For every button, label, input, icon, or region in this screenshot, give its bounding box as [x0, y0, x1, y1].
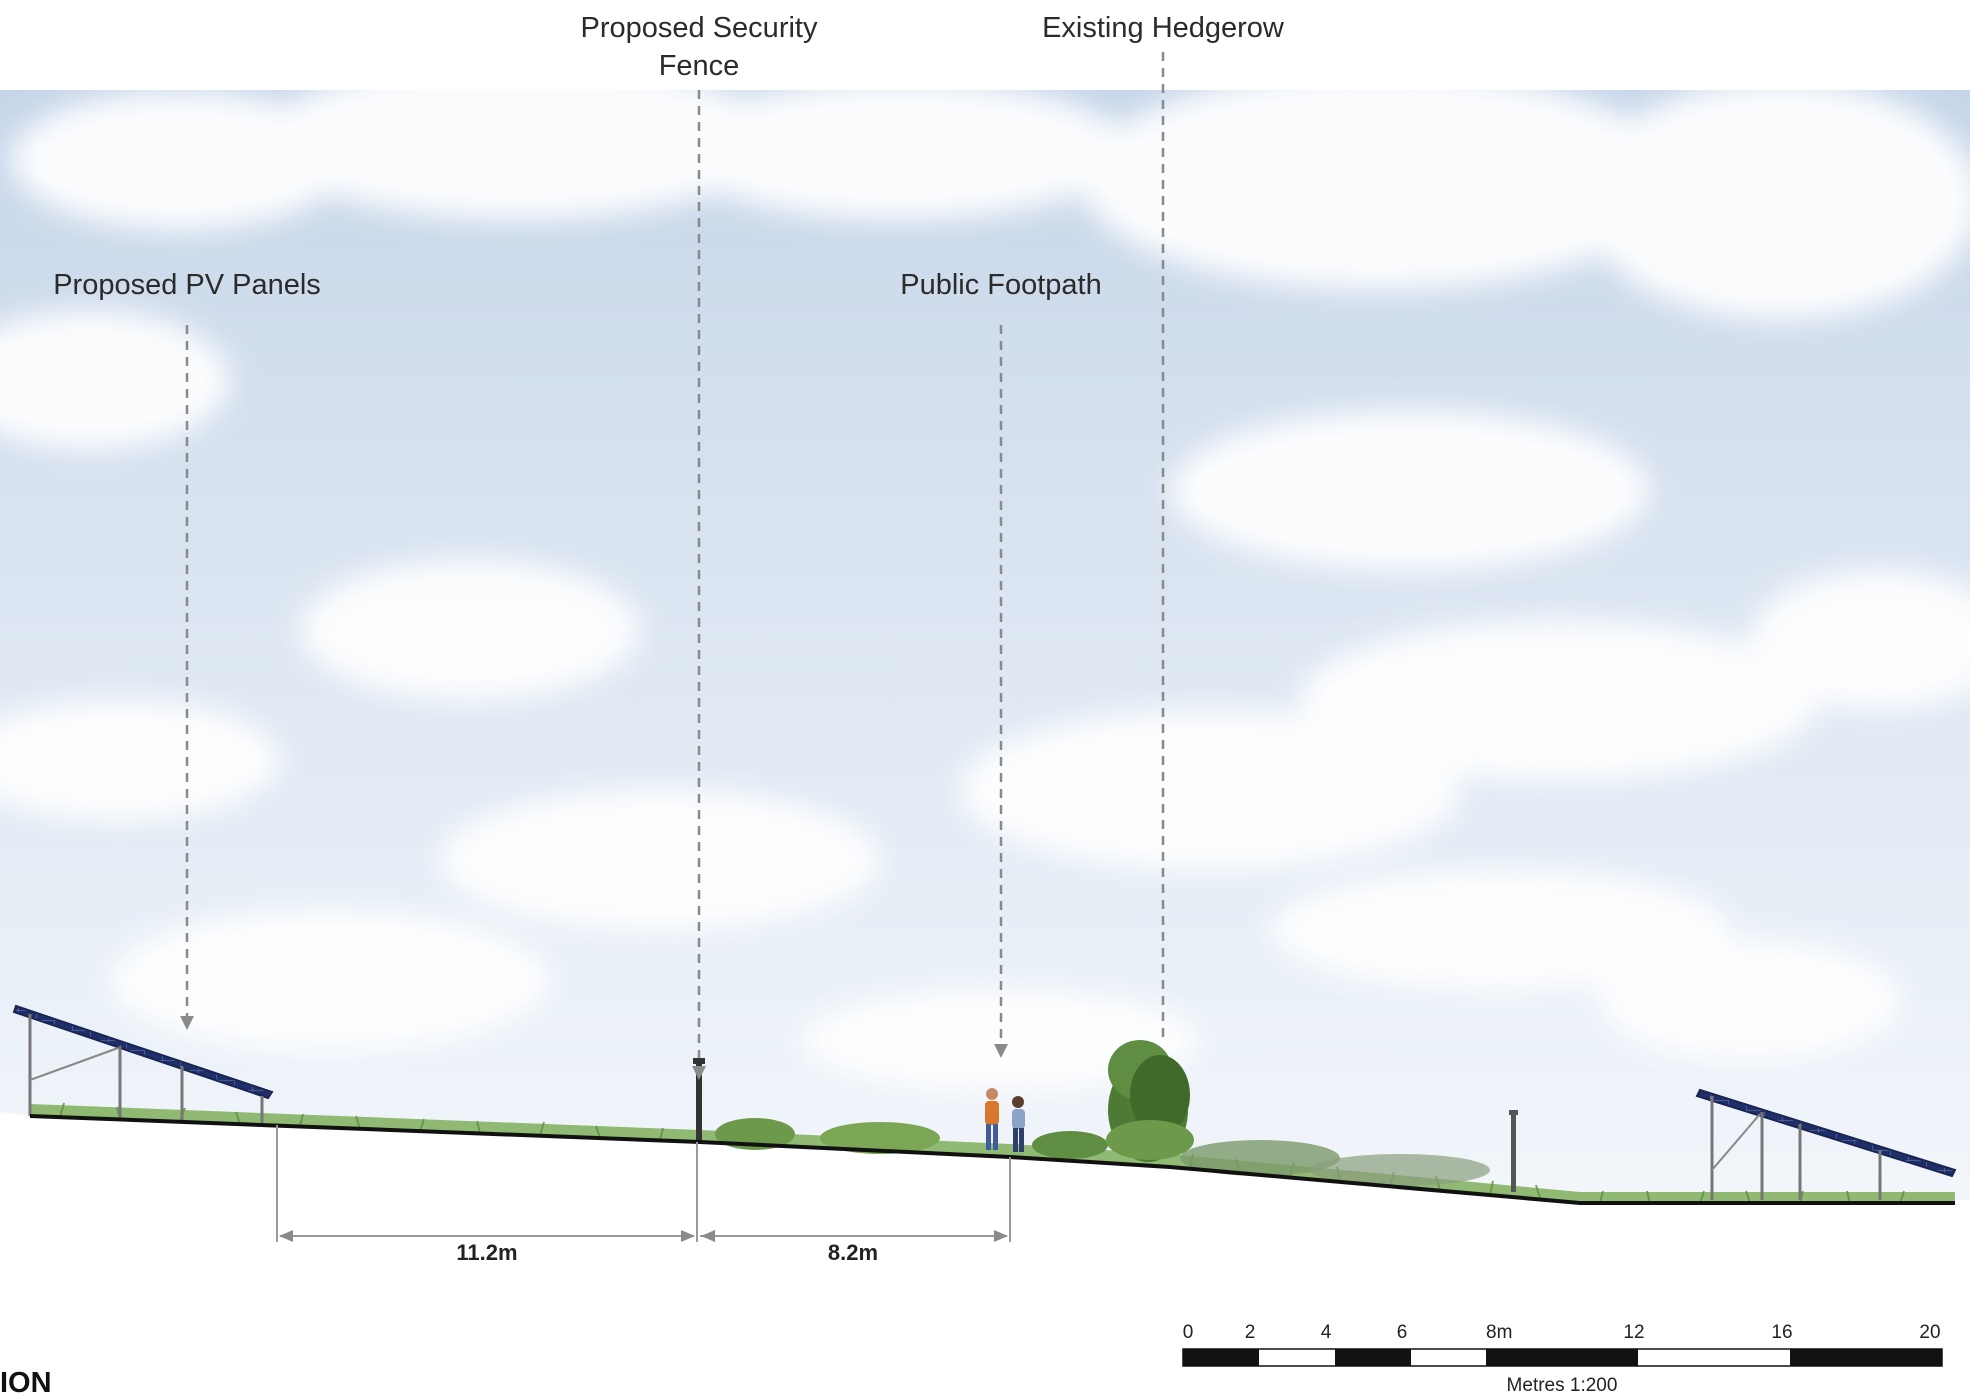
- dimension-label-right: 8.2m: [828, 1240, 878, 1265]
- callout-security-fence-line2: Fence: [659, 50, 740, 82]
- section-title-fragment: ION: [0, 1367, 52, 1394]
- scale-tick-label: 6: [1397, 1322, 1408, 1343]
- dimension-label-left: 11.2m: [456, 1240, 517, 1265]
- scale-tick-label: 12: [1623, 1322, 1644, 1343]
- ground-profile-line: [29, 1114, 1955, 1205]
- scale-tick-label: 20: [1919, 1322, 1940, 1343]
- leader-arrowheads: [180, 1016, 1008, 1080]
- header-band: [0, 0, 1970, 90]
- scale-bar: [1182, 1348, 1943, 1367]
- callout-existing-hedgerow: Existing Hedgerow: [1042, 12, 1285, 44]
- callout-pv-panels: Proposed PV Panels: [53, 269, 321, 301]
- pv-panel-left: [12, 1004, 274, 1125]
- scale-segment: [1335, 1349, 1411, 1366]
- security-fence-post: [693, 1058, 705, 1142]
- roadside-vegetation: [715, 1118, 1490, 1186]
- callout-security-fence-line1: Proposed Security: [581, 12, 818, 44]
- scale-tick-label: 8m: [1486, 1322, 1512, 1343]
- scale-tick-label: 16: [1771, 1322, 1792, 1343]
- clouds: [0, 60, 1970, 1090]
- scale-segment: [1183, 1349, 1259, 1366]
- scale-segment: [1486, 1349, 1638, 1366]
- scale-tick-label: 4: [1321, 1322, 1332, 1343]
- scale-tick-labels: 0 2 4 6 8m 12 16 20: [1183, 1322, 1941, 1343]
- walkers: [985, 1088, 1025, 1152]
- scale-caption: Metres 1:200: [1507, 1375, 1618, 1394]
- dimension-arrowheads: [279, 1230, 1008, 1242]
- callout-public-footpath: Public Footpath: [900, 269, 1102, 301]
- dimension-lines: [276, 1125, 1011, 1242]
- hedgerow: [1106, 1040, 1194, 1162]
- scale-segment: [1790, 1349, 1942, 1366]
- scale-tick-label: 0: [1183, 1322, 1194, 1343]
- callout-leaders: [185, 52, 1165, 1058]
- pv-panel-right: [1695, 1088, 1957, 1200]
- ground-fill: [0, 1112, 1970, 1394]
- far-fence-post: [1509, 1110, 1518, 1192]
- scale-tick-label: 2: [1245, 1322, 1256, 1343]
